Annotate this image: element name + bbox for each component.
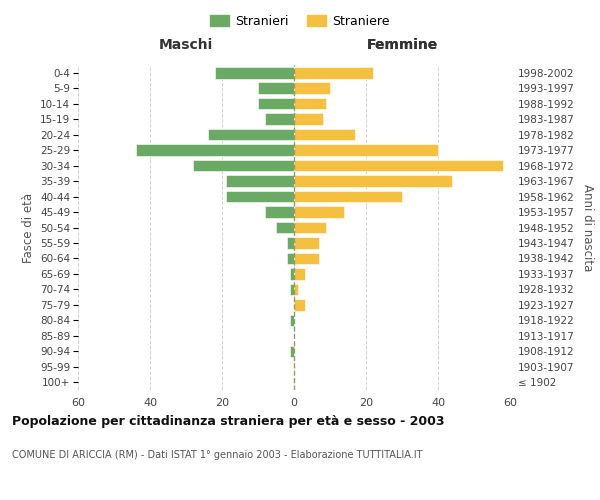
Bar	[226, 190, 294, 202]
Bar	[294, 129, 355, 140]
Bar	[215, 67, 294, 78]
Text: Popolazione per cittadinanza straniera per età e sesso - 2003: Popolazione per cittadinanza straniera p…	[12, 415, 445, 428]
Bar	[290, 346, 294, 357]
Bar	[294, 237, 319, 249]
Y-axis label: Fasce di età: Fasce di età	[22, 192, 35, 262]
Text: COMUNE DI ARICCIA (RM) - Dati ISTAT 1° gennaio 2003 - Elaborazione TUTTITALIA.IT: COMUNE DI ARICCIA (RM) - Dati ISTAT 1° g…	[12, 450, 422, 460]
Bar	[290, 314, 294, 326]
Bar	[276, 222, 294, 234]
Bar	[287, 252, 294, 264]
Bar	[294, 190, 402, 202]
Bar	[193, 160, 294, 172]
Bar	[294, 160, 503, 172]
Bar	[294, 67, 373, 78]
Bar	[265, 114, 294, 125]
Text: Maschi: Maschi	[159, 38, 213, 52]
Bar	[294, 222, 326, 234]
Bar	[258, 82, 294, 94]
Bar	[287, 237, 294, 249]
Bar	[258, 98, 294, 110]
Bar	[294, 176, 452, 187]
Bar	[294, 144, 438, 156]
Bar	[290, 268, 294, 280]
Bar	[294, 114, 323, 125]
Bar	[294, 206, 344, 218]
Bar	[294, 252, 319, 264]
Bar	[294, 268, 305, 280]
Bar	[294, 284, 298, 295]
Bar	[294, 82, 330, 94]
Bar	[208, 129, 294, 140]
Bar	[290, 284, 294, 295]
Text: Femmine: Femmine	[367, 38, 437, 52]
Bar	[136, 144, 294, 156]
Bar	[294, 299, 305, 310]
Y-axis label: Anni di nascita: Anni di nascita	[581, 184, 594, 271]
Bar	[265, 206, 294, 218]
Text: Femmine: Femmine	[367, 38, 437, 52]
Bar	[226, 176, 294, 187]
Legend: Stranieri, Straniere: Stranieri, Straniere	[206, 11, 394, 32]
Bar	[294, 98, 326, 110]
